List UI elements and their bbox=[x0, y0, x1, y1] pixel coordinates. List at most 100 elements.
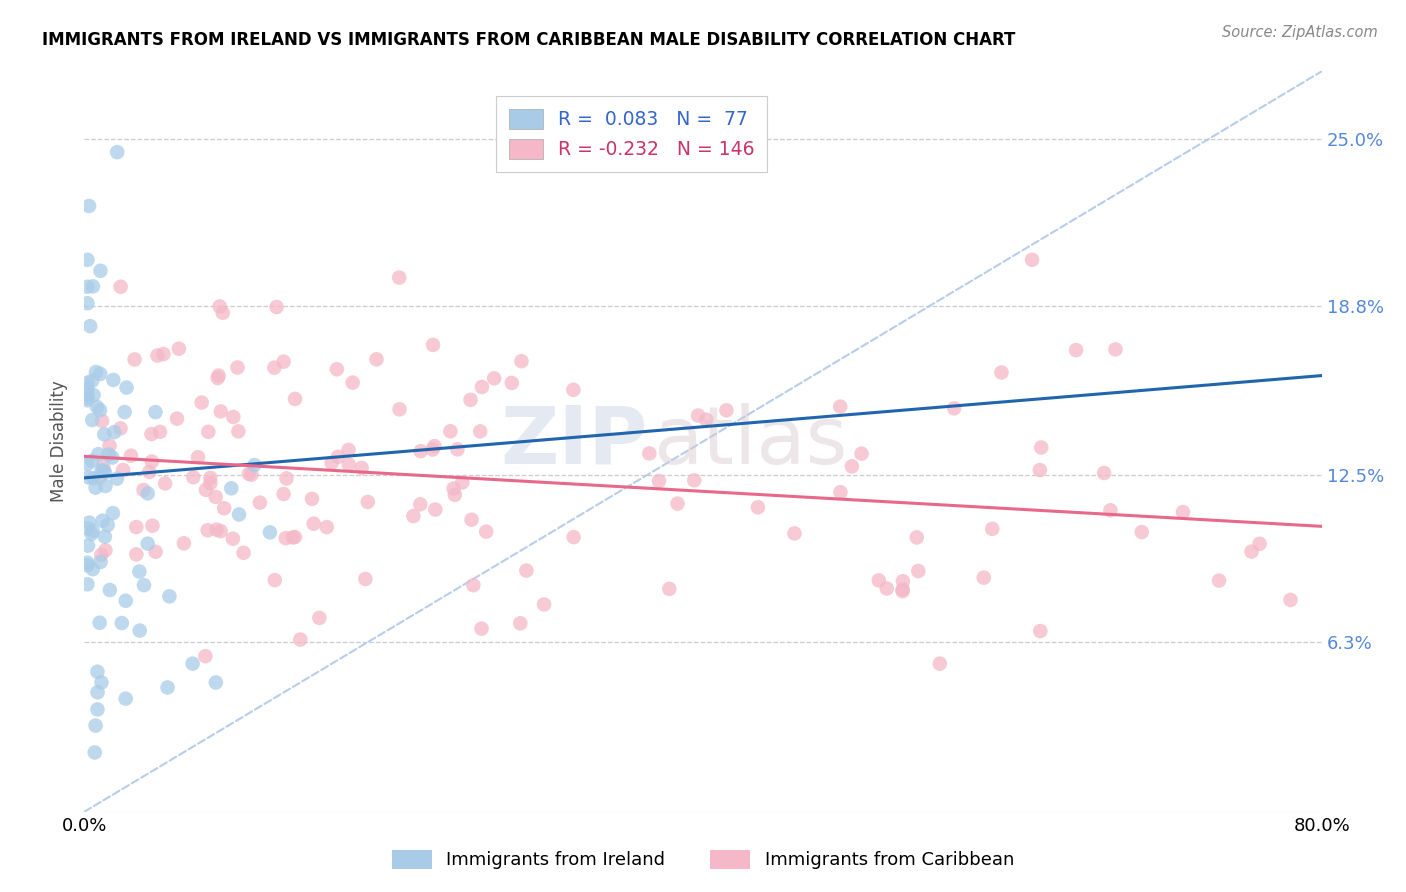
Point bbox=[501, 376, 523, 390]
Point bbox=[132, 578, 155, 592]
Point bbox=[205, 675, 228, 690]
Point bbox=[509, 616, 531, 631]
Point bbox=[263, 360, 285, 375]
Point bbox=[1092, 466, 1115, 480]
Point bbox=[443, 482, 465, 496]
Point bbox=[105, 472, 128, 486]
Point bbox=[439, 424, 461, 438]
Point bbox=[460, 513, 482, 527]
Point bbox=[84, 365, 107, 379]
Point bbox=[208, 300, 231, 314]
Point bbox=[1279, 593, 1302, 607]
Point bbox=[94, 530, 117, 544]
Point bbox=[350, 461, 373, 475]
Point bbox=[83, 746, 105, 760]
Point bbox=[153, 476, 176, 491]
Point bbox=[357, 495, 380, 509]
Point bbox=[451, 475, 474, 490]
Point bbox=[830, 485, 852, 500]
Point bbox=[76, 457, 98, 471]
Point bbox=[83, 388, 105, 402]
Point bbox=[89, 367, 111, 381]
Point bbox=[1240, 544, 1263, 558]
Point bbox=[973, 571, 995, 585]
Point bbox=[425, 502, 447, 516]
Point bbox=[141, 454, 163, 468]
Point bbox=[219, 481, 242, 495]
Point bbox=[315, 520, 337, 534]
Point bbox=[152, 347, 174, 361]
Point bbox=[388, 270, 411, 285]
Point bbox=[228, 508, 250, 522]
Point bbox=[76, 382, 98, 396]
Point bbox=[82, 413, 104, 427]
Point bbox=[77, 516, 100, 530]
Point bbox=[181, 657, 204, 671]
Point bbox=[1029, 463, 1052, 477]
Point bbox=[76, 521, 98, 535]
Point bbox=[97, 518, 120, 533]
Point bbox=[76, 252, 98, 267]
Point bbox=[1104, 343, 1126, 357]
Point bbox=[98, 439, 121, 453]
Point bbox=[688, 409, 710, 423]
Text: ZIP: ZIP bbox=[501, 402, 647, 481]
Point bbox=[103, 373, 125, 387]
Point bbox=[80, 526, 103, 541]
Point bbox=[273, 354, 295, 368]
Point bbox=[76, 376, 98, 390]
Point bbox=[475, 524, 498, 539]
Point bbox=[194, 649, 217, 664]
Point bbox=[76, 393, 98, 408]
Point bbox=[891, 574, 914, 589]
Point bbox=[354, 572, 377, 586]
Point bbox=[207, 371, 229, 385]
Point bbox=[80, 454, 103, 468]
Point bbox=[868, 574, 890, 588]
Point bbox=[86, 685, 108, 699]
Point bbox=[222, 532, 245, 546]
Point bbox=[460, 392, 482, 407]
Point bbox=[470, 425, 492, 439]
Point bbox=[695, 413, 717, 427]
Text: Source: ZipAtlas.com: Source: ZipAtlas.com bbox=[1222, 25, 1378, 40]
Point bbox=[783, 526, 806, 541]
Point bbox=[89, 403, 111, 417]
Point bbox=[321, 456, 343, 470]
Point bbox=[337, 458, 360, 472]
Point bbox=[110, 279, 132, 293]
Point bbox=[76, 577, 98, 591]
Point bbox=[212, 501, 235, 516]
Point bbox=[197, 523, 219, 537]
Point bbox=[86, 400, 108, 414]
Point bbox=[366, 352, 388, 367]
Point bbox=[446, 442, 468, 457]
Point bbox=[183, 470, 205, 484]
Point bbox=[136, 486, 159, 500]
Point bbox=[533, 598, 555, 612]
Point bbox=[132, 483, 155, 497]
Point bbox=[159, 590, 180, 604]
Point bbox=[145, 545, 167, 559]
Point bbox=[76, 556, 98, 570]
Point bbox=[84, 481, 107, 495]
Point bbox=[422, 338, 444, 352]
Legend: R =  0.083   N =  77, R = -0.232   N = 146: R = 0.083 N = 77, R = -0.232 N = 146 bbox=[496, 95, 768, 172]
Point bbox=[91, 459, 114, 474]
Point bbox=[97, 447, 120, 461]
Point bbox=[337, 442, 360, 457]
Point bbox=[266, 300, 288, 314]
Point bbox=[482, 371, 505, 385]
Point bbox=[76, 558, 98, 573]
Point bbox=[226, 360, 249, 375]
Point bbox=[76, 391, 98, 405]
Point bbox=[138, 465, 160, 479]
Point bbox=[1031, 441, 1053, 455]
Point bbox=[841, 459, 863, 474]
Point bbox=[238, 467, 260, 481]
Point bbox=[145, 405, 167, 419]
Point bbox=[281, 530, 304, 544]
Point bbox=[249, 495, 271, 509]
Point bbox=[274, 531, 297, 545]
Point bbox=[232, 546, 254, 560]
